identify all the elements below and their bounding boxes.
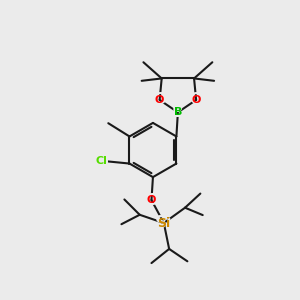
Text: B: B: [174, 107, 182, 117]
Text: O: O: [191, 95, 201, 105]
Text: Cl: Cl: [94, 154, 110, 169]
Text: O: O: [145, 193, 158, 208]
Text: O: O: [153, 92, 166, 107]
Text: O: O: [190, 92, 202, 107]
Text: O: O: [147, 195, 156, 205]
Text: Si: Si: [157, 217, 170, 230]
Text: O: O: [155, 95, 164, 105]
Text: Si: Si: [155, 214, 173, 232]
Text: Cl: Cl: [96, 156, 108, 166]
Text: B: B: [172, 105, 184, 120]
